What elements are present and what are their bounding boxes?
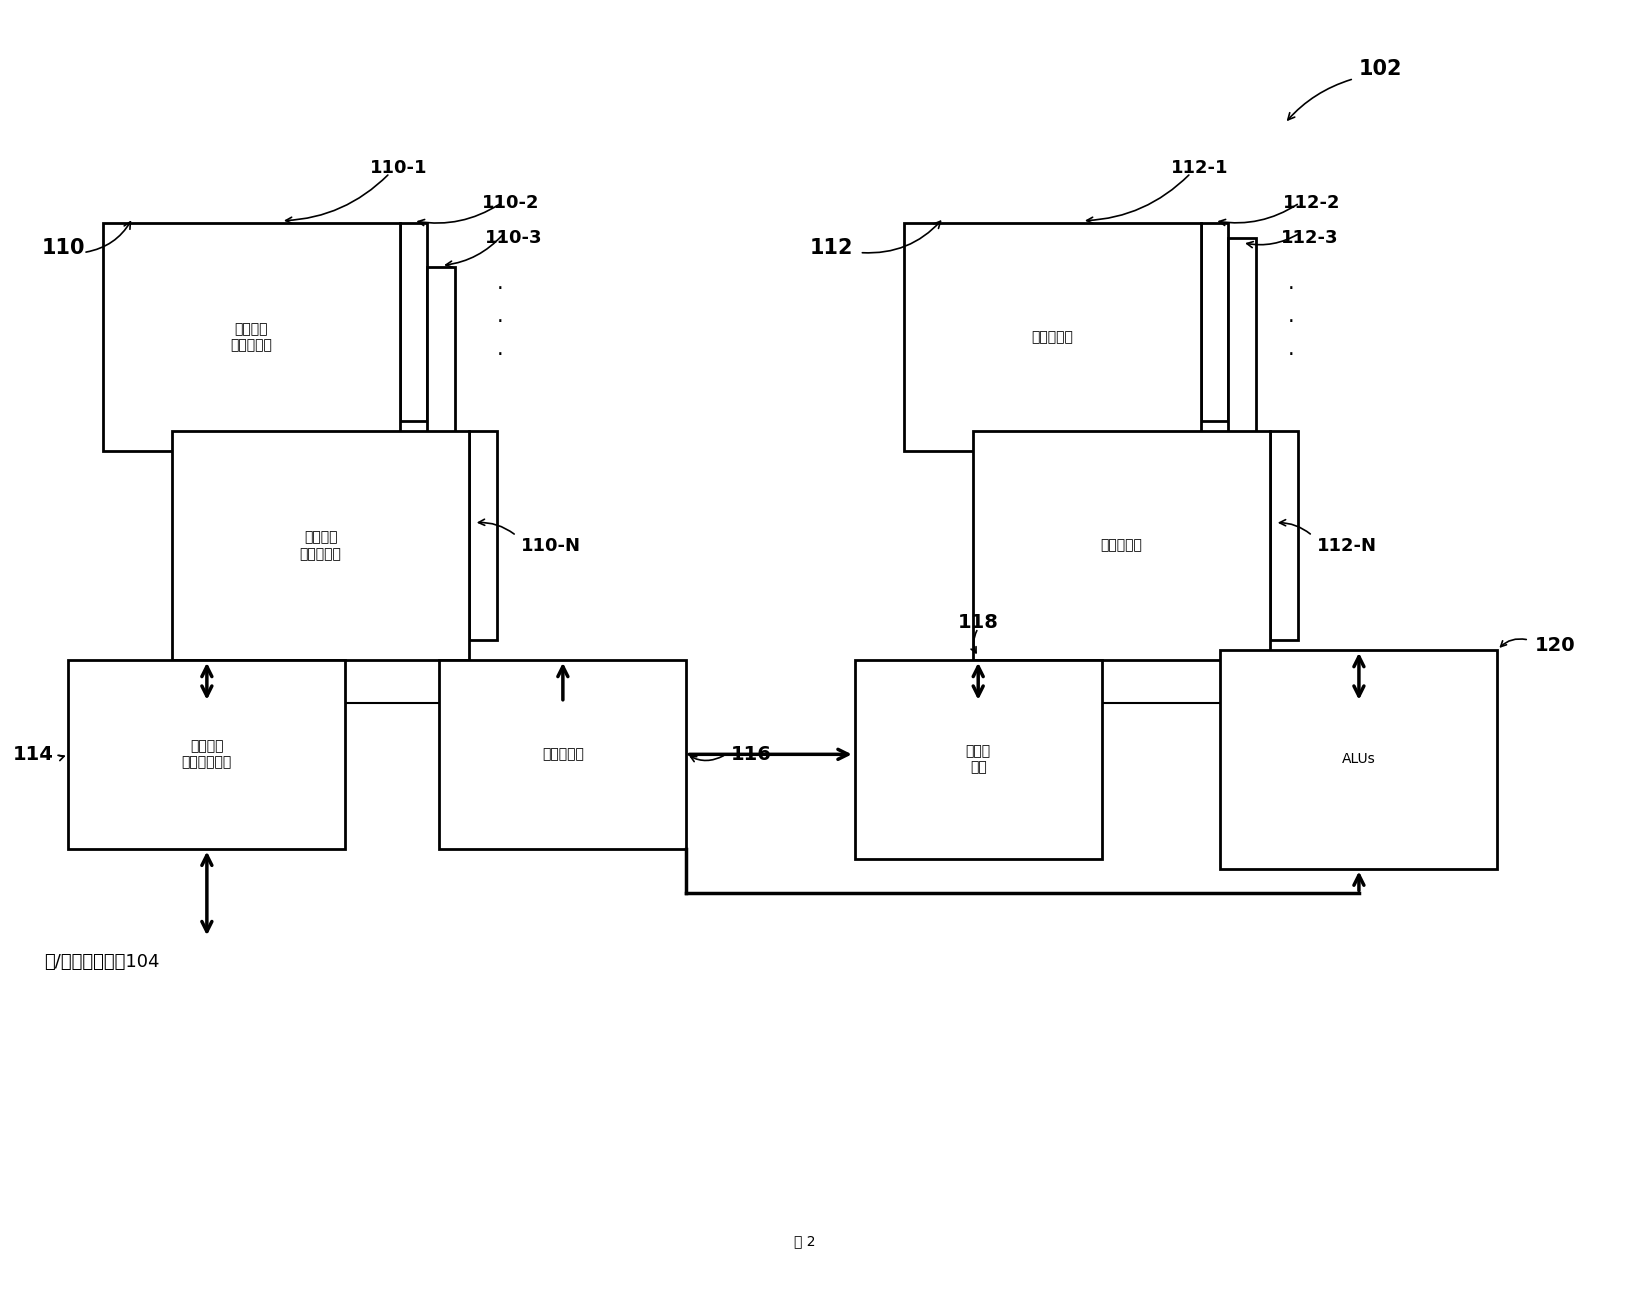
Text: 寄存器
文件: 寄存器 文件 xyxy=(966,744,991,775)
Text: 114: 114 xyxy=(13,745,54,764)
Text: 112-2: 112-2 xyxy=(1283,194,1340,212)
Bar xyxy=(1269,432,1297,640)
Text: 图 2: 图 2 xyxy=(794,1234,816,1248)
Text: 110-3: 110-3 xyxy=(485,229,542,247)
Bar xyxy=(1228,238,1256,456)
Text: 110-1: 110-1 xyxy=(370,159,428,177)
Bar xyxy=(428,268,455,456)
Text: 高速缓冲
存储器控制器: 高速缓冲 存储器控制器 xyxy=(182,740,233,770)
Bar xyxy=(69,660,346,849)
Text: 112-3: 112-3 xyxy=(1281,229,1338,247)
Text: 110-2: 110-2 xyxy=(482,194,539,212)
Text: 到/来自主存储器104: 到/来自主存储器104 xyxy=(44,953,159,971)
Text: 110: 110 xyxy=(41,238,85,257)
Bar xyxy=(172,432,468,660)
Text: 120: 120 xyxy=(1535,636,1576,654)
Text: 指令解码器: 指令解码器 xyxy=(542,747,583,762)
Text: 118: 118 xyxy=(958,612,999,632)
Text: 数据存储器: 数据存储器 xyxy=(1032,330,1073,344)
Bar xyxy=(1201,222,1228,421)
Text: 102: 102 xyxy=(1360,58,1402,79)
Text: 110-N: 110-N xyxy=(521,537,581,555)
Bar xyxy=(973,432,1269,660)
Text: ·
·
·: · · · xyxy=(496,280,503,365)
Text: 线程高速
缓冲存储器: 线程高速 缓冲存储器 xyxy=(231,322,272,352)
Bar xyxy=(103,222,400,451)
Text: 112-1: 112-1 xyxy=(1171,159,1228,177)
Text: 数据存储器: 数据存储器 xyxy=(1101,538,1143,552)
Text: 116: 116 xyxy=(731,745,771,764)
Text: ·
·
·: · · · xyxy=(1287,280,1294,365)
Text: 112: 112 xyxy=(811,238,853,257)
Bar xyxy=(439,660,686,849)
Bar xyxy=(904,222,1201,451)
Bar xyxy=(468,432,496,640)
Bar xyxy=(400,222,428,421)
Text: ALUs: ALUs xyxy=(1342,753,1376,766)
Text: 线程高速
缓冲存储器: 线程高速 缓冲存储器 xyxy=(300,530,342,560)
Text: 112-N: 112-N xyxy=(1317,537,1378,555)
Bar xyxy=(1220,650,1497,868)
Bar xyxy=(855,660,1102,859)
